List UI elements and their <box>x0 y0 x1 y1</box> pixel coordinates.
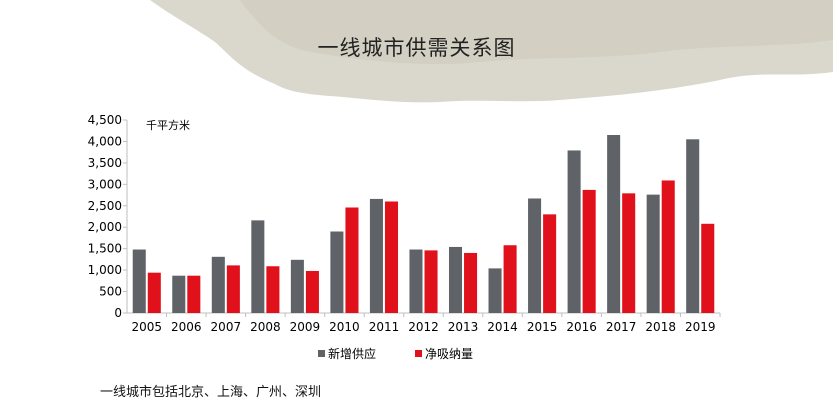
x-tick-label: 2018 <box>645 320 676 334</box>
bar-absorption <box>345 207 359 313</box>
bar-absorption <box>424 250 438 313</box>
y-tick-label: 0 <box>114 306 122 320</box>
y-tick-label: 2,500 <box>88 199 122 213</box>
bar-supply <box>686 139 700 313</box>
bar-supply <box>448 246 463 313</box>
bar-absorption <box>147 272 161 313</box>
page-title: 一线城市供需关系图 <box>317 36 516 60</box>
legend-label: 新增供应 <box>328 346 376 361</box>
bar-supply <box>172 275 186 313</box>
bar-supply <box>528 198 542 313</box>
bar-supply <box>567 150 581 313</box>
y-axis-unit-label: 千平方米 <box>146 118 190 132</box>
y-tick-label: 2,000 <box>88 220 122 234</box>
bar-supply <box>290 259 304 313</box>
y-tick-label: 1,500 <box>88 242 122 256</box>
x-tick-label: 2016 <box>566 320 597 334</box>
x-tick-label: 2013 <box>448 320 479 334</box>
x-tick-label: 2015 <box>527 320 558 334</box>
bar-supply <box>409 249 423 313</box>
x-tick-label: 2009 <box>290 320 321 334</box>
y-tick-label: 500 <box>99 285 122 299</box>
bar-supply <box>251 220 265 313</box>
brush-stroke-banner <box>150 0 833 103</box>
x-tick-label: 2019 <box>685 320 716 334</box>
legend-label: 净吸纳量 <box>425 347 473 361</box>
bar-absorption <box>226 265 240 313</box>
x-tick-label: 2010 <box>329 320 360 334</box>
bar-absorption <box>701 223 715 313</box>
bar-absorption <box>384 201 399 313</box>
bar-supply <box>369 198 383 313</box>
y-tick-label: 4,500 <box>88 113 122 127</box>
bar-absorption <box>543 214 557 313</box>
bar-supply <box>488 268 502 313</box>
x-tick-label: 2005 <box>131 320 162 334</box>
bar-absorption <box>622 193 636 313</box>
y-tick-label: 3,000 <box>88 177 122 191</box>
x-tick-label: 2011 <box>369 320 400 334</box>
bar-supply <box>607 135 621 313</box>
x-tick-label: 2017 <box>606 320 637 334</box>
bar-absorption <box>464 252 478 313</box>
footnote: 一线城市包括北京、上海、广州、深圳 <box>100 385 322 400</box>
x-tick-label: 2012 <box>408 320 439 334</box>
bar-absorption <box>503 245 517 313</box>
y-tick-label: 1,000 <box>88 263 122 277</box>
x-tick-label: 2008 <box>250 320 281 334</box>
y-tick-label: 4,000 <box>88 134 122 148</box>
x-tick-label: 2014 <box>487 320 518 334</box>
bar-supply <box>646 194 660 313</box>
bar-absorption <box>305 270 319 313</box>
x-tick-label: 2006 <box>171 320 202 334</box>
bar-supply <box>330 231 344 313</box>
bar-absorption <box>661 180 675 313</box>
y-tick-label: 3,500 <box>88 156 122 170</box>
bar-absorption <box>187 275 201 313</box>
bar-supply <box>211 256 225 313</box>
legend-swatch <box>415 350 422 357</box>
bar-absorption <box>266 266 280 313</box>
x-tick-label: 2007 <box>211 320 242 334</box>
legend-swatch <box>318 350 325 357</box>
bar-absorption <box>582 189 596 313</box>
bar-supply <box>132 249 146 313</box>
